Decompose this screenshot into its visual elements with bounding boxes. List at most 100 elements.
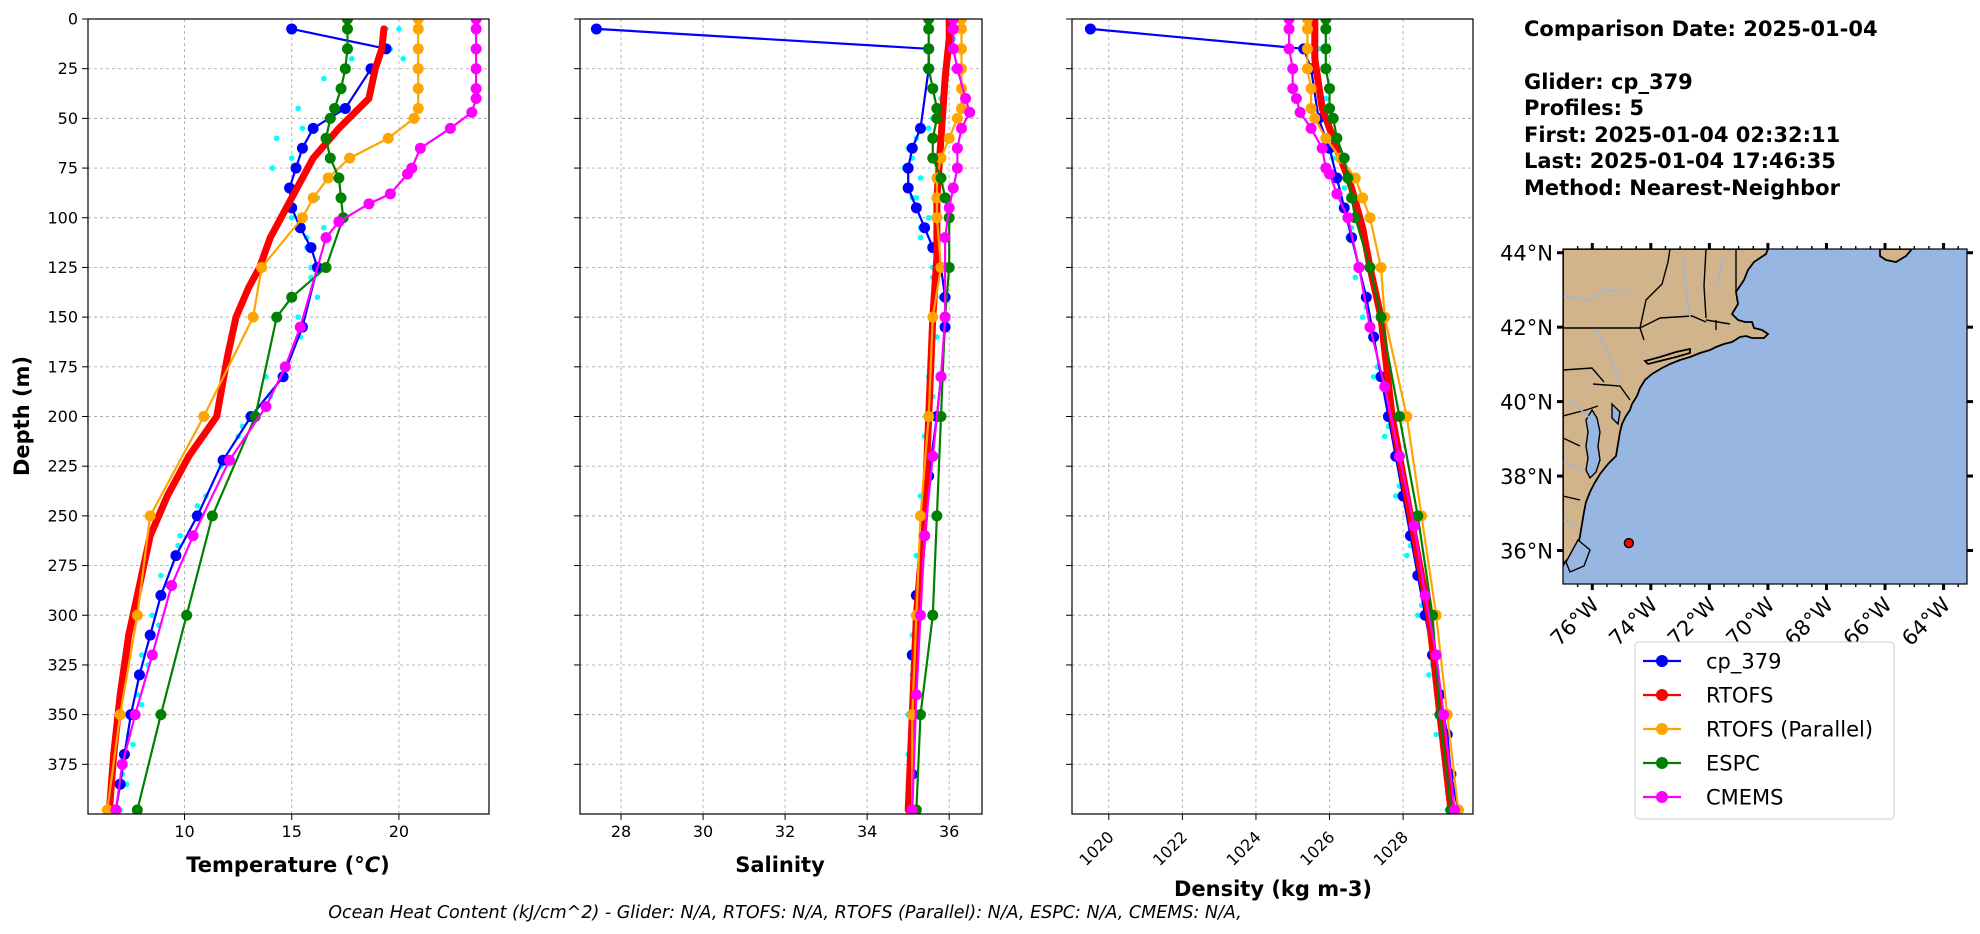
map-lon-label: 64°W (1897, 592, 1955, 650)
glider-name: Glider: cp_379 (1524, 70, 1693, 94)
cmems-point (935, 371, 947, 383)
glider-point (590, 23, 602, 35)
rtofs-parallel-profile (101, 19, 424, 814)
glider-point (902, 182, 914, 194)
cmems-point (1316, 142, 1328, 154)
x-tick-label: 15 (282, 822, 302, 841)
map-land-group (1563, 249, 1914, 573)
ohc-footer: Ocean Heat Content (kJ/cm^2) - Glider: N… (328, 903, 1242, 923)
rtofs-parallel-point (914, 510, 926, 522)
glider-point (307, 122, 319, 134)
cmems-profile (1283, 19, 1461, 814)
y-tick-label: 25 (58, 59, 78, 78)
rtofs-parallel-point (931, 192, 943, 204)
legend-box (1634, 641, 1895, 820)
glider-point (910, 202, 922, 214)
cmems-point (1364, 321, 1376, 333)
cmems-point (947, 43, 959, 55)
rtofs-parallel-point (1305, 102, 1317, 114)
map-delaware-bay (1611, 402, 1621, 426)
espc-point (286, 291, 298, 303)
rtofs-parallel-point (412, 63, 424, 75)
glider-raw-point (1370, 373, 1377, 380)
temperature-panel: 10 15 200255075100125150175200225250275300… (10, 10, 490, 877)
glider-point (155, 589, 167, 601)
cmems-point (470, 43, 482, 55)
cmems-point (129, 709, 141, 721)
glider-raw-point (925, 125, 932, 132)
cmems-point (146, 649, 158, 661)
legend-entry: cp_379 (1643, 650, 1781, 675)
rtofs-parallel-point (923, 411, 935, 422)
cmems-point (444, 122, 456, 134)
glider-raw-point (321, 224, 327, 231)
rtofs-parallel-point (131, 609, 143, 621)
y-tick-label: 375 (47, 755, 78, 774)
cmems-point (1283, 43, 1295, 55)
espc-point (1346, 192, 1358, 204)
rtofs-parallel-point (307, 192, 319, 204)
map-rivers (1563, 254, 1724, 527)
rtofs-parallel-point (955, 23, 967, 35)
map-lon-label: 76°W (1546, 592, 1604, 650)
glider-raw-point (158, 572, 164, 579)
cmems-point (384, 188, 396, 200)
espc-point (206, 510, 218, 522)
map-lat-label: 40°N (1500, 391, 1553, 415)
cmems-point (960, 93, 972, 104)
rtofs-parallel-point (344, 152, 356, 164)
depth-ylabel: Depth (m) (10, 356, 34, 476)
espc-point (931, 102, 943, 114)
glider-raw-point (288, 155, 295, 161)
legend-entry: ESPC (1643, 752, 1760, 776)
cmems-point (951, 142, 963, 154)
espc-point (923, 63, 935, 75)
cmems-point (1290, 93, 1302, 104)
cmems-point (964, 106, 976, 118)
glider-raw-point (1415, 612, 1421, 619)
cmems-point (939, 311, 951, 323)
rtofs-parallel-point (412, 23, 424, 35)
glider-raw-point (194, 503, 201, 509)
rtofs-parallel-point (382, 132, 394, 144)
glider-position-marker (1623, 537, 1635, 549)
espc-point (155, 709, 167, 721)
cmems-point (927, 450, 939, 462)
cmems-point (910, 689, 922, 701)
cmems-point (1449, 804, 1461, 814)
cmems-profile (110, 19, 482, 814)
espc-point (927, 609, 939, 621)
cmems-point (470, 19, 482, 25)
glider-point (170, 550, 182, 562)
espc-point (914, 709, 926, 721)
y-tick-label: 100 (47, 208, 78, 227)
glider-raw-point (1403, 552, 1410, 559)
rtofs-parallel-point (935, 261, 947, 273)
rtofs-parallel-point (955, 19, 967, 25)
legend-entries: cp_379 RTOFS RTOFS (Parallel) ESPC CMEMS (1643, 650, 1873, 810)
glider-raw-point (1426, 672, 1432, 678)
rtofs-parallel-point (1301, 19, 1313, 25)
rtofs-parallel-point (1309, 112, 1321, 124)
y-tick-label: 150 (47, 308, 78, 327)
rtofs-parallel-point (1301, 43, 1313, 55)
map-lat-label: 36°N (1500, 540, 1553, 564)
cmems-point (110, 804, 122, 814)
map-lat-label: 44°N (1500, 242, 1553, 266)
salinity-grid (580, 18, 982, 814)
glider-raw-point (314, 294, 321, 301)
cmems-profile (906, 19, 976, 814)
legend-label: RTOFS (1706, 684, 1773, 708)
cmems-point (939, 232, 951, 244)
legend-label: cp_379 (1706, 650, 1781, 675)
y-tick-label: 225 (47, 457, 78, 476)
espc-profile (131, 19, 353, 814)
cmems-point (363, 198, 375, 210)
profiles-count: Profiles: 5 (1524, 96, 1644, 120)
cmems-point (466, 106, 478, 118)
glider-point (906, 142, 918, 154)
x-tick-label: 1028 (1370, 827, 1412, 869)
x-tick-label: 1024 (1223, 827, 1265, 869)
espc-point (335, 192, 347, 204)
